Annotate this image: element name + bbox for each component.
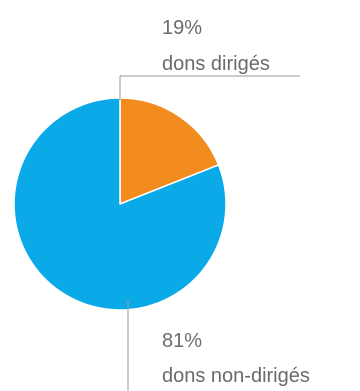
category-label-dons-non-diriges: dons non-dirigés xyxy=(162,365,310,387)
percent-label-dons-non-diriges: 81% xyxy=(162,330,202,352)
category-label-dons-diriges: dons dirigés xyxy=(162,53,270,75)
pie-slice-dons-non-diriges xyxy=(13,97,227,311)
percent-label-dons-diriges: 19% xyxy=(162,17,202,39)
pie-slice-dons-diriges xyxy=(119,97,220,205)
